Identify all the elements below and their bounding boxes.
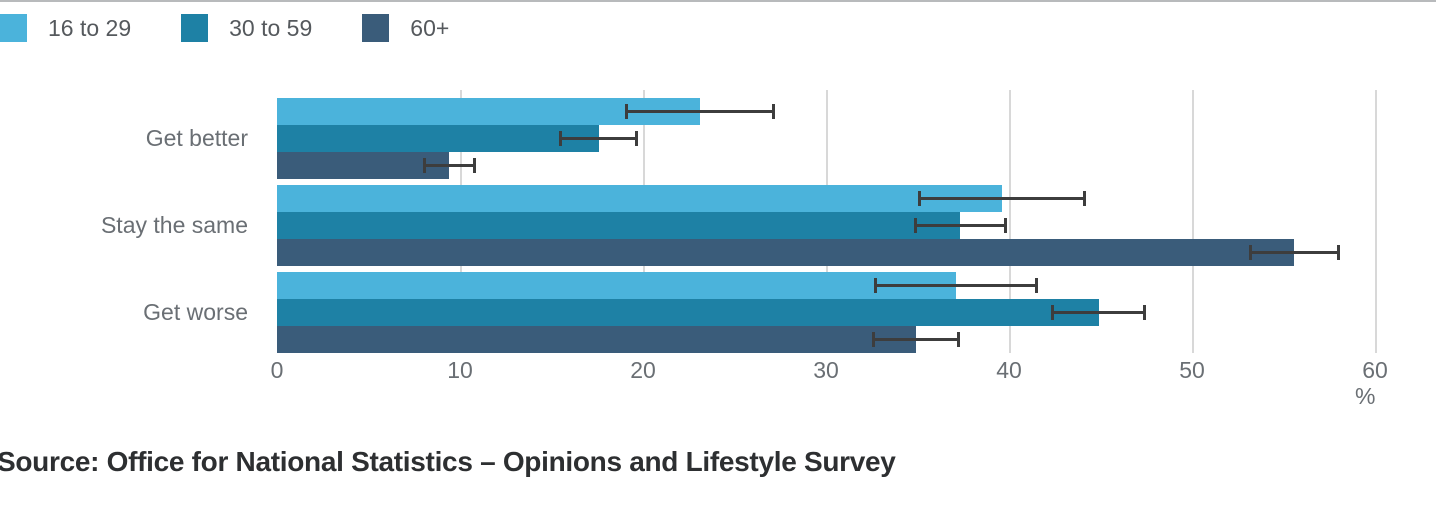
x-tick-label: 0 [270,357,284,383]
bar-30-to-59-get-better [277,125,600,152]
legend-label: 60+ [410,14,450,41]
error-bar [873,278,1039,293]
x-tick-label: 60 [1362,357,1388,383]
legend-item: 30 to 59 [181,14,312,42]
legend-swatch [362,14,390,42]
source-note: Source: Office for National Statistics –… [0,446,896,477]
error-bar [624,104,775,119]
error-bar [558,131,638,146]
legend-item: 16 to 29 [0,14,131,42]
gridline [1009,90,1011,353]
gridline [1192,90,1194,353]
bar-16-to-29-get-worse [277,272,956,299]
chart-legend: 16 to 29 30 to 59 60+ [0,14,449,42]
legend-label: 16 to 29 [48,14,132,41]
bar-16-to-29-stay-the-same [277,185,1002,212]
x-tick-label: 40 [996,357,1022,383]
bar-30-to-59-get-worse [277,299,1099,326]
category-label: Stay the same [100,211,248,238]
bar-60+-get-better [277,152,450,179]
error-bar [1051,305,1147,320]
legend-swatch [0,14,27,42]
error-bar [917,191,1086,206]
category-label: Get better [145,124,248,151]
x-tick-label: 30 [813,357,839,383]
bar-60+-get-worse [277,326,916,353]
x-axis-unit-label: % [1355,383,1376,409]
bar-60+-stay-the-same [277,239,1295,266]
error-bar [913,218,1008,233]
error-bar [1248,245,1341,260]
legend-label: 30 to 59 [229,14,313,41]
legend-item: 60+ [362,14,449,42]
error-bar [423,158,477,173]
legend-swatch [181,14,209,42]
category-label: Get worse [143,298,248,325]
error-bar [871,332,960,347]
x-tick-label: 10 [447,357,473,383]
x-tick-label: 20 [630,357,656,383]
bar-30-to-59-stay-the-same [277,212,960,239]
x-tick-label: 50 [1179,357,1205,383]
gridline [1375,90,1377,353]
